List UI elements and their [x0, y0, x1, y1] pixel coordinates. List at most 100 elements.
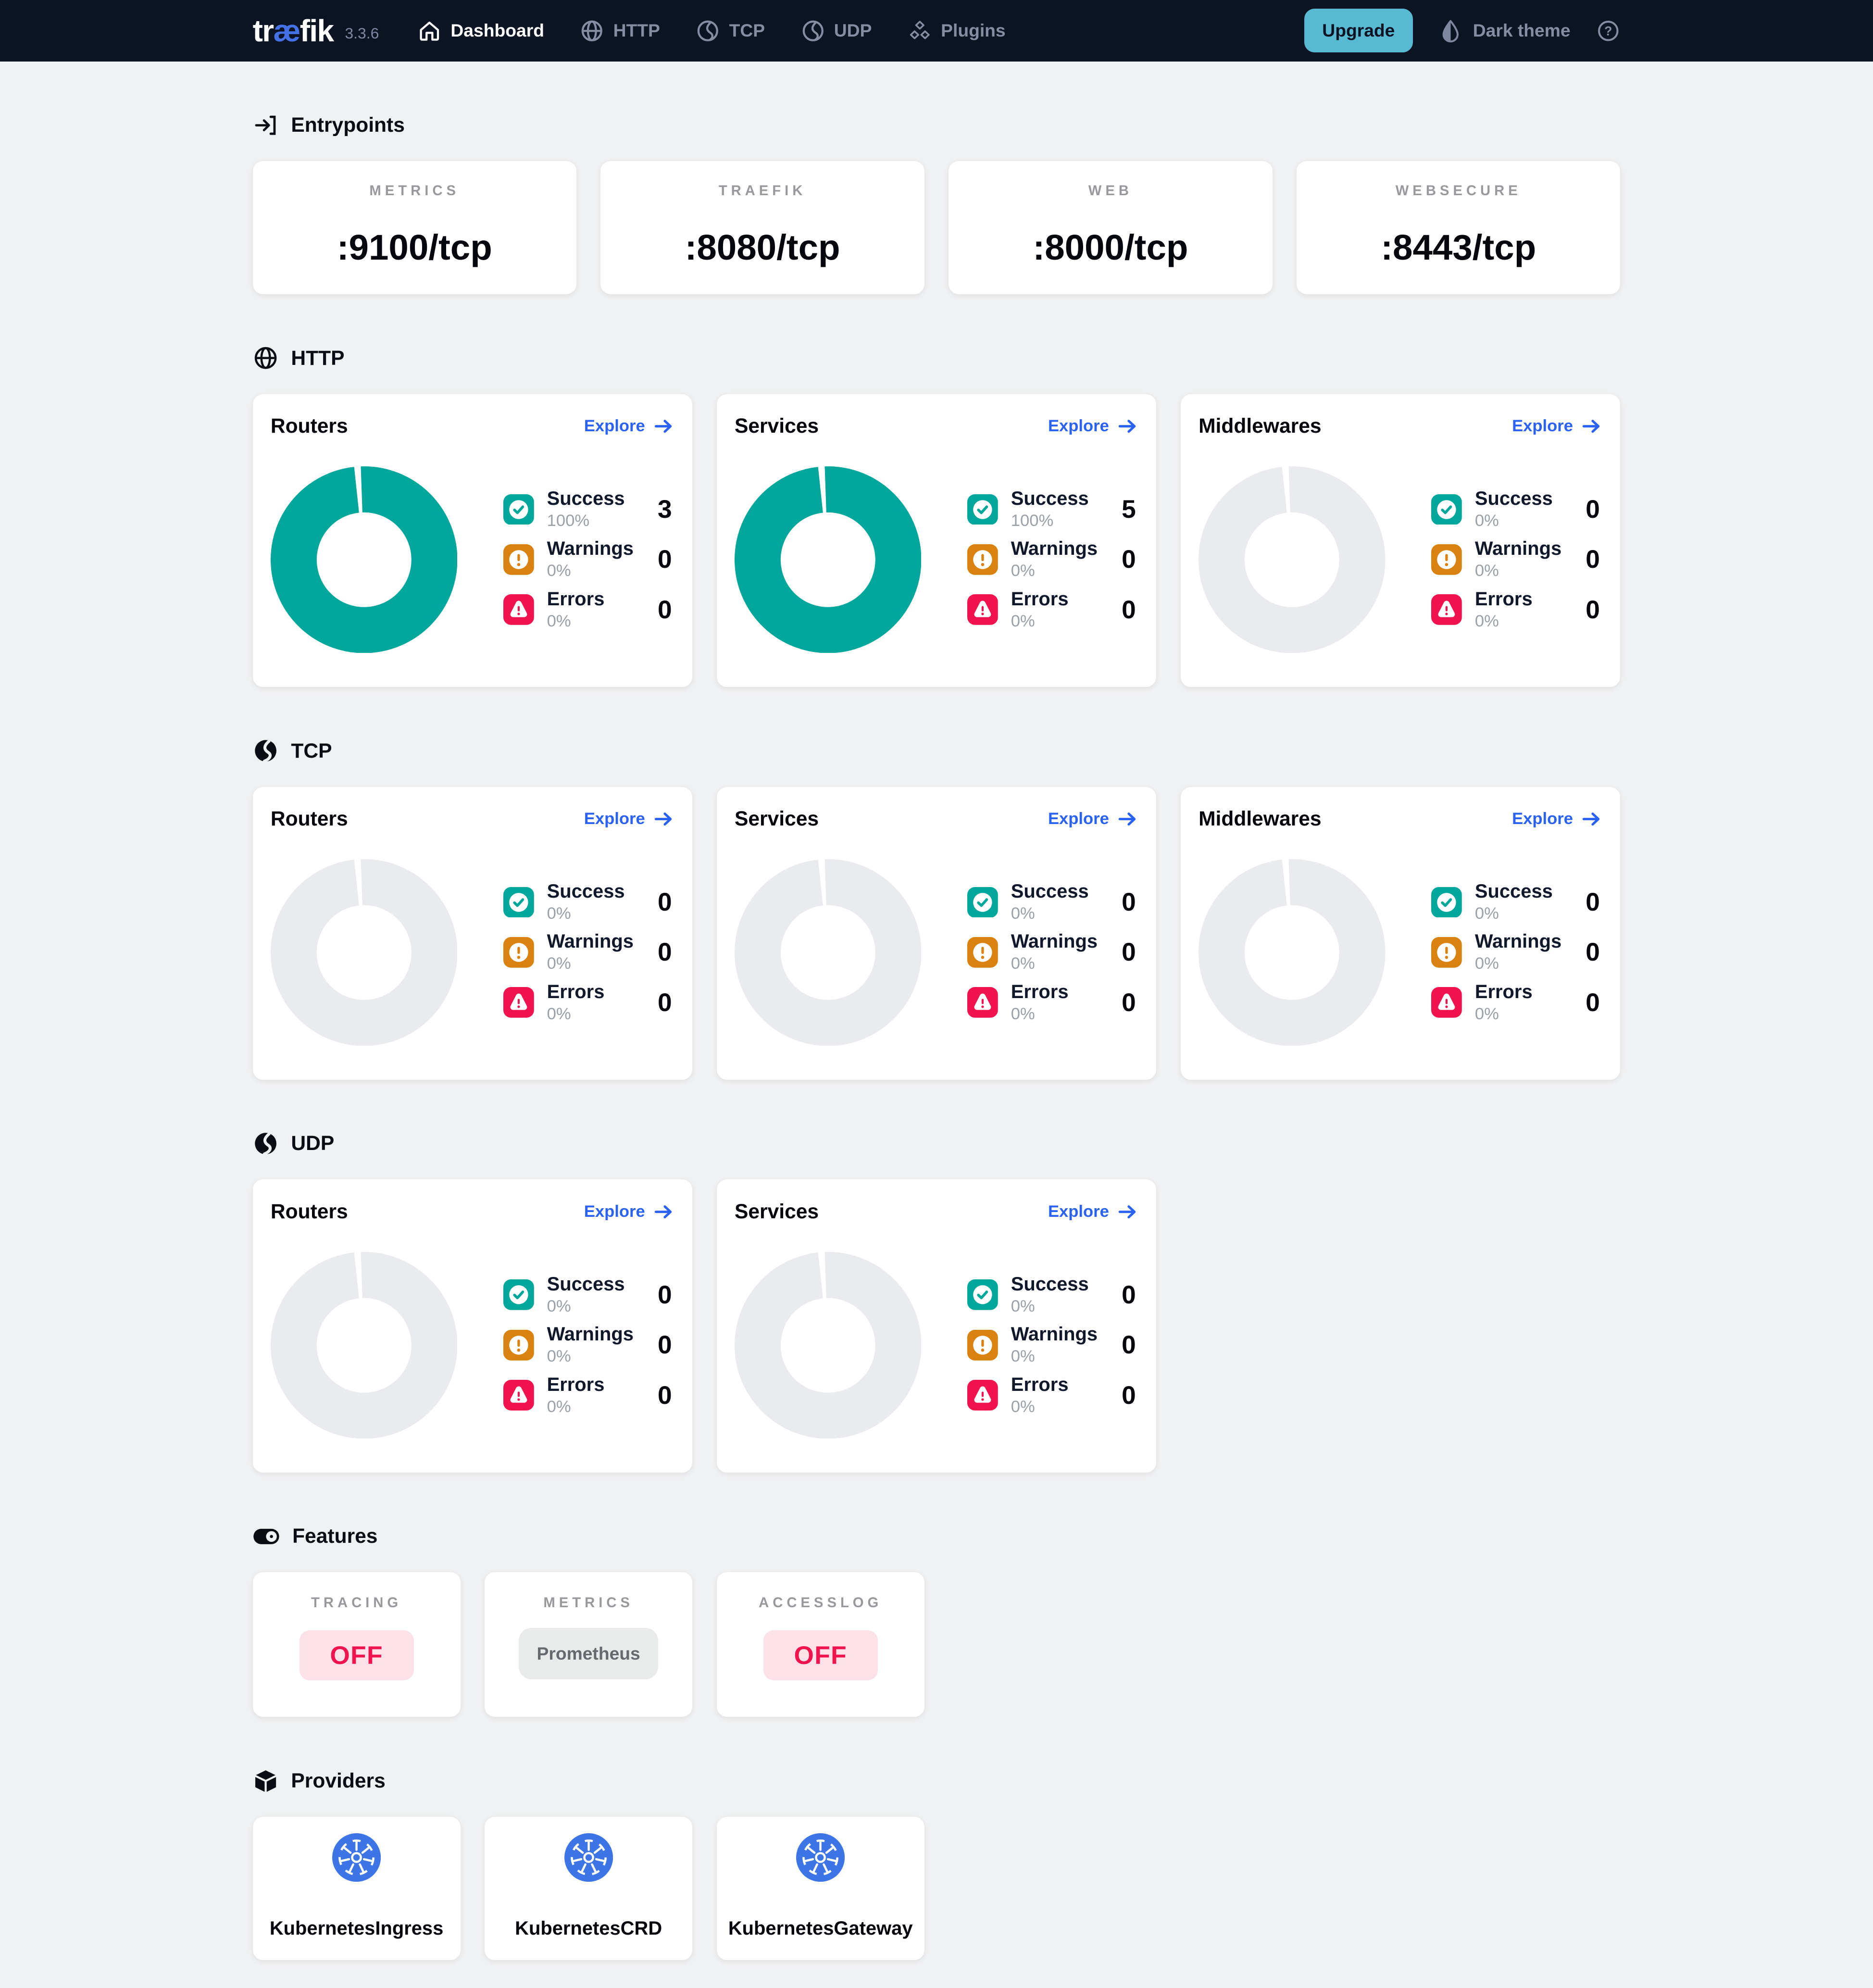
nav-item-http[interactable]: HTTP [580, 19, 660, 43]
logo-ae: æ [273, 13, 301, 48]
nav-item-label: UDP [834, 20, 872, 41]
logo-text: tr [252, 13, 275, 48]
card-title: Services [734, 807, 819, 831]
stat-label: Success [1474, 488, 1553, 509]
stat-percent: 0% [547, 562, 571, 580]
stat-percent: 0% [1011, 1397, 1035, 1416]
explore-label: Explore [1048, 417, 1109, 436]
section-heading: HTTP [291, 346, 345, 370]
errors-stat: Errors 0% 0 [1431, 981, 1602, 1025]
stat-value: 0 [657, 545, 672, 574]
main-nav: Dashboard HTTP TCP UDP [417, 19, 1006, 43]
stat-percent: 0% [1011, 954, 1035, 973]
section-heading: Features [292, 1525, 378, 1548]
kubernetes-icon [564, 1833, 613, 1882]
stat-value: 0 [657, 988, 672, 1017]
explore-link[interactable]: Explore [1048, 808, 1138, 830]
entrypoint-port: :9100/tcp [337, 227, 492, 268]
provider-label: KubernetesCRD [515, 1918, 662, 1939]
home-icon [417, 19, 442, 43]
stat-value: 0 [657, 938, 672, 967]
error-icon [503, 1380, 534, 1411]
warnings-stat: Warnings 0% 0 [1431, 930, 1602, 974]
stat-label: Warnings [1011, 1324, 1098, 1345]
stat-value: 0 [1122, 545, 1136, 574]
explore-link[interactable]: Explore [1048, 1201, 1138, 1223]
stat-value: 0 [1586, 595, 1600, 624]
arrow-right-icon [653, 415, 674, 437]
stat-percent: 0% [1474, 954, 1499, 973]
nav-item-udp[interactable]: UDP [801, 19, 872, 43]
stat-label: Errors [1474, 588, 1533, 610]
stat-label: Warnings [547, 931, 634, 952]
card-title: Routers [270, 414, 348, 438]
http-routers-card: Routers Explore Success 100% [252, 394, 693, 687]
explore-label: Explore [584, 1202, 645, 1221]
stat-percent: 0% [1011, 904, 1035, 923]
stat-percent: 0% [1474, 562, 1499, 580]
provider-label: KubernetesGateway [728, 1918, 913, 1939]
success-icon [967, 887, 998, 918]
provider-label: KubernetesIngress [269, 1918, 444, 1939]
stat-value: 0 [1122, 1381, 1136, 1410]
stat-label: Success [1474, 880, 1553, 902]
explore-link[interactable]: Explore [1048, 415, 1138, 437]
help-icon [1596, 19, 1621, 43]
nav-item-plugins[interactable]: Plugins [908, 19, 1006, 43]
stat-label: Errors [1011, 1374, 1069, 1395]
error-icon [967, 987, 998, 1018]
stat-label: Success [547, 1273, 625, 1295]
success-stat: Success 0% 0 [1431, 880, 1602, 924]
theme-toggle[interactable]: Dark theme [1438, 19, 1571, 43]
warnings-stat: Warnings 0% 0 [967, 1323, 1138, 1367]
card-title: Middlewares [1199, 414, 1322, 438]
stat-value: 0 [1586, 938, 1600, 967]
stat-percent: 0% [1474, 612, 1499, 630]
udp-section-title: UDP [253, 1131, 1621, 1156]
http-services-card: Services Explore Success 100% [716, 394, 1157, 687]
stat-label: Success [1011, 1273, 1089, 1295]
traefik-logo[interactable]: tr æ fik 3.3.6 [253, 13, 379, 49]
explore-link[interactable]: Explore [1512, 808, 1602, 830]
nav-item-tcp[interactable]: TCP [696, 19, 765, 43]
http-section-title: HTTP [253, 345, 1621, 371]
card-title: Services [734, 1200, 819, 1224]
stat-label: Errors [547, 588, 605, 610]
donut-chart [735, 1252, 922, 1439]
success-icon [503, 887, 534, 918]
stat-percent: 100% [1011, 511, 1054, 530]
errors-stat: Errors 0% 0 [967, 981, 1138, 1025]
stat-value: 0 [1122, 1280, 1136, 1309]
explore-link[interactable]: Explore [584, 415, 674, 437]
explore-link[interactable]: Explore [1512, 415, 1602, 437]
section-heading: Providers [291, 1769, 386, 1792]
feature-status-badge: Prometheus [519, 1627, 659, 1679]
error-icon [1431, 594, 1462, 625]
explore-label: Explore [1048, 1202, 1109, 1221]
stat-label: Errors [1474, 981, 1533, 1002]
nav-item-dashboard[interactable]: Dashboard [417, 19, 544, 43]
explore-label: Explore [1048, 810, 1109, 828]
stat-value: 0 [657, 595, 672, 624]
success-icon [1431, 887, 1462, 918]
explore-link[interactable]: Explore [584, 808, 674, 830]
stat-percent: 0% [1011, 1004, 1035, 1023]
stat-label: Success [547, 880, 625, 902]
feature-card-tracing: TRACING OFF [252, 1572, 461, 1717]
stat-label: Success [547, 488, 625, 509]
features-section-title: Features [253, 1524, 1621, 1549]
stat-percent: 0% [1011, 562, 1035, 580]
help-button[interactable] [1596, 19, 1621, 43]
globe-icon [580, 19, 604, 43]
success-stat: Success 0% 0 [1431, 488, 1602, 531]
upgrade-button[interactable]: Upgrade [1304, 9, 1413, 53]
success-icon [503, 494, 534, 525]
warning-icon [967, 1330, 998, 1361]
success-stat: Success 0% 0 [967, 1273, 1138, 1317]
error-icon [503, 987, 534, 1018]
explore-link[interactable]: Explore [584, 1201, 674, 1223]
entrypoint-card-metrics: METRICS :9100/tcp [252, 161, 576, 295]
warning-icon [503, 544, 534, 575]
nav-item-label: Dashboard [450, 20, 544, 41]
package-icon [253, 1768, 278, 1794]
